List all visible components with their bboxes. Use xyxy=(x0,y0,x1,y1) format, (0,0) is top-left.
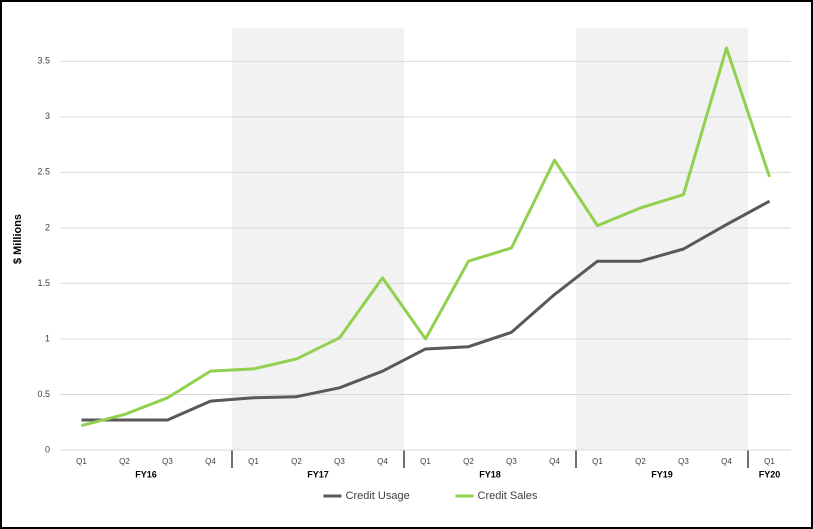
legend-label: Credit Usage xyxy=(346,490,410,502)
group-label: FY20 xyxy=(759,469,781,479)
y-tick-label: 1.5 xyxy=(37,278,50,288)
group-shade xyxy=(576,28,748,450)
y-tick-label: 2 xyxy=(45,222,50,232)
y-tick-label: 2.5 xyxy=(37,167,50,177)
legend-label: Credit Sales xyxy=(478,490,538,502)
x-tick-label: Q3 xyxy=(162,457,173,466)
x-tick-label: Q4 xyxy=(721,457,732,466)
x-tick-label: Q3 xyxy=(678,457,689,466)
x-tick-label: Q4 xyxy=(205,457,216,466)
x-tick-label: Q2 xyxy=(463,457,474,466)
x-tick-label: Q3 xyxy=(334,457,345,466)
y-tick-label: 0.5 xyxy=(37,389,50,399)
x-tick-label: Q2 xyxy=(119,457,130,466)
x-tick-label: Q1 xyxy=(420,457,431,466)
x-tick-label: Q1 xyxy=(592,457,603,466)
x-tick-label: Q4 xyxy=(549,457,560,466)
group-label: FY17 xyxy=(307,469,329,479)
x-tick-label: Q2 xyxy=(291,457,302,466)
group-label: FY16 xyxy=(135,469,157,479)
y-tick-label: 3.5 xyxy=(37,56,50,66)
x-tick-label: Q2 xyxy=(635,457,646,466)
x-tick-label: Q1 xyxy=(76,457,87,466)
group-label: FY19 xyxy=(651,469,673,479)
x-tick-label: Q1 xyxy=(764,457,775,466)
y-tick-label: 1 xyxy=(45,333,50,343)
group-shade xyxy=(232,28,404,450)
y-axis-label: $ Millions xyxy=(12,214,24,264)
group-label: FY18 xyxy=(479,469,501,479)
backgrounds xyxy=(232,28,748,450)
x-tick-label: Q1 xyxy=(248,457,259,466)
y-tick-label: 3 xyxy=(45,111,50,121)
x-tick-label: Q4 xyxy=(377,457,388,466)
x-tick-label: Q3 xyxy=(506,457,517,466)
y-tick-label: 0 xyxy=(45,444,50,454)
series-line xyxy=(81,46,771,428)
series-line xyxy=(81,199,771,422)
